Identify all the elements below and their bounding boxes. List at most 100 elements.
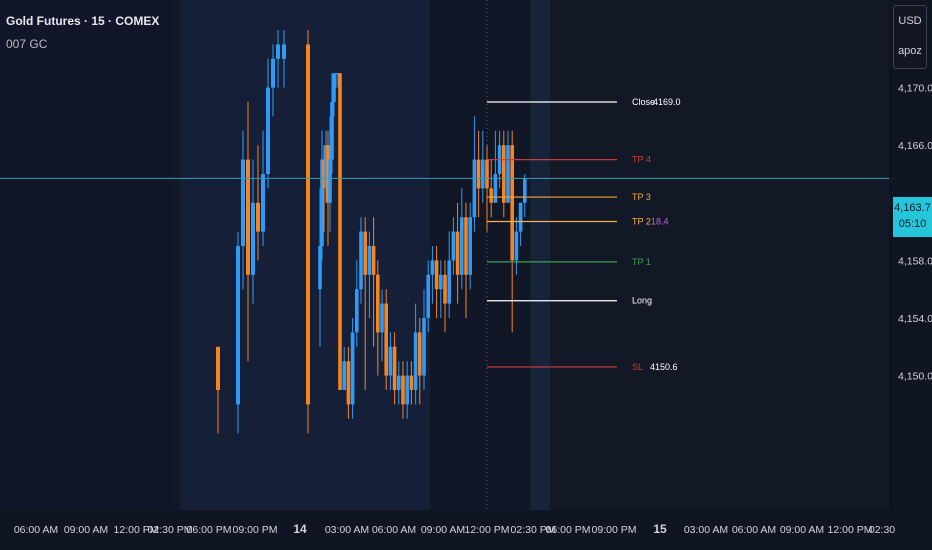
candle-body (324, 145, 328, 189)
user-label[interactable]: apoz (898, 45, 922, 57)
x-axis-band (0, 510, 932, 550)
candle-body (523, 178, 527, 203)
level-label: SL (632, 362, 643, 372)
x-tick-label: 09:00 AM (64, 524, 108, 536)
currency-panel[interactable]: USD apoz (893, 5, 927, 69)
candle-body (518, 202, 523, 232)
y-tick-label: 4,166.0 (898, 140, 932, 152)
candle-body (322, 159, 326, 189)
candle-body (481, 159, 485, 189)
level-label: Close (632, 97, 655, 107)
candle-body (468, 217, 472, 275)
candle-body (318, 246, 322, 290)
candle-body (384, 303, 388, 376)
candle-body (451, 231, 456, 261)
candle-body (443, 274, 447, 304)
candle-body (409, 375, 414, 390)
candle-body (332, 73, 336, 102)
candle-body (489, 188, 493, 203)
candle-body (422, 318, 426, 376)
candle-body (236, 246, 240, 405)
candle-body (405, 375, 409, 405)
session-shade (530, 0, 550, 510)
candle-body (276, 44, 280, 59)
x-tick-label: 15 (653, 522, 667, 536)
level-value: 18.4 (651, 217, 669, 227)
x-tick-label: 06:00 AM (732, 524, 776, 536)
candle-body (330, 102, 334, 160)
candle-body (426, 274, 430, 318)
x-tick-label: 09:00 AM (421, 524, 465, 536)
candle-body (346, 361, 351, 405)
candle-body (271, 58, 275, 88)
level-label: TP 4 (632, 155, 651, 165)
x-tick-label: 03:00 AM (684, 524, 728, 536)
candle-body (363, 231, 367, 275)
candle-body (493, 174, 498, 203)
x-tick-label: 14 (293, 522, 307, 536)
candle-body (460, 217, 464, 275)
x-tick-label: 02:30 (869, 524, 895, 536)
session-shade (0, 0, 170, 510)
candle-body (455, 231, 460, 275)
indicator-name: 007 GC (6, 37, 48, 51)
candle-body (261, 174, 265, 232)
x-tick-label: 06:00 PM (546, 524, 591, 536)
candle-body (476, 159, 481, 189)
candle-body (359, 231, 363, 290)
x-tick-label: 09:00 PM (592, 524, 637, 536)
candle-body (334, 73, 338, 75)
candle-body (447, 260, 451, 304)
x-tick-label: 06:00 AM (372, 524, 416, 536)
candle-body (328, 159, 332, 203)
candle-body (388, 346, 393, 376)
currency-label[interactable]: USD (898, 15, 922, 27)
x-tick-label: 09:00 PM (233, 524, 278, 536)
candle-body (514, 231, 519, 261)
y-tick-label: 4,170.0 (898, 83, 932, 95)
candle-body (350, 332, 355, 405)
candle-body (371, 246, 376, 275)
x-tick-label: 12:00 PM (465, 524, 510, 536)
chart-title: Gold Futures · 15 · COMEX (6, 14, 160, 28)
y-tick-label: 4,158.0 (898, 255, 932, 267)
candle-body (502, 145, 506, 203)
level-label: Long (632, 296, 652, 306)
candle-body (485, 159, 489, 189)
x-tick-label: 02:30 PM (511, 524, 556, 536)
candle-body (418, 332, 422, 376)
candle-body (392, 346, 397, 390)
candle-body (510, 145, 514, 261)
candle-body (464, 217, 468, 275)
x-tick-label: 02:30 PM (148, 524, 193, 536)
candle-body (434, 260, 439, 290)
candle-body (241, 159, 245, 246)
candle-body (355, 289, 359, 333)
x-tick-label: 03:00 AM (325, 524, 369, 536)
session-shade (180, 0, 430, 510)
x-tick-label: 12:00 PM (828, 524, 873, 536)
level-value: 4150.6 (650, 362, 678, 372)
candle-body (380, 303, 384, 333)
bar-countdown: 05:10 (898, 218, 927, 230)
candle-body (506, 145, 510, 203)
candle-body (336, 73, 340, 75)
candle-body (246, 159, 250, 275)
candle-body (376, 274, 380, 333)
candle-body (401, 375, 405, 405)
candle-body (266, 87, 270, 174)
candle-body (216, 346, 220, 390)
level-label: TP 3 (632, 192, 651, 202)
y-tick-label: 4,150.0 (898, 371, 932, 383)
x-tick-label: 09:00 AM (780, 524, 824, 536)
current-price-tag: 4,163.7 05:10 (893, 197, 932, 237)
candle-body (342, 361, 346, 390)
candle-body (439, 274, 443, 290)
x-tick-label: 06:00 AM (14, 524, 58, 536)
level-label: TP 1 (632, 257, 651, 267)
level-value: 4169.0 (653, 97, 681, 107)
candle-body (282, 44, 286, 59)
candle-body (338, 73, 342, 390)
candle-body (413, 332, 418, 390)
